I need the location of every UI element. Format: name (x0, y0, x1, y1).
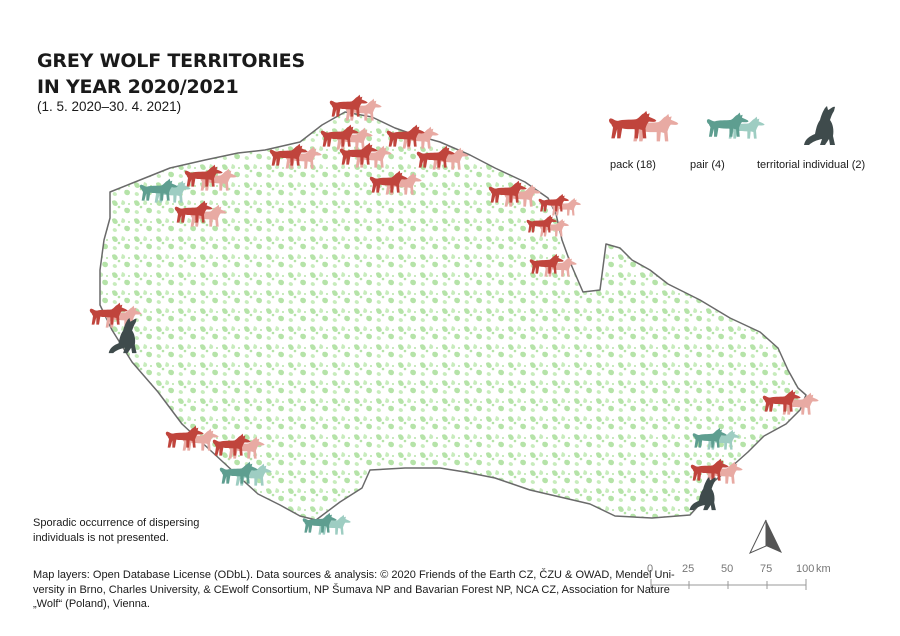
legend-individual-icon (804, 106, 835, 145)
scale-bar (650, 579, 807, 590)
legend-individual-label: territorial individual (2) (757, 159, 866, 171)
dispersal-note-line1: Sporadic occurrence of dispersing (33, 517, 200, 529)
dispersal-note: Sporadic occurrence of dispersing indivi… (33, 516, 233, 546)
legend-pair-icon (706, 112, 765, 139)
scale-tick-25: 25 (682, 563, 695, 575)
legend-pack-icon (608, 110, 679, 142)
dispersal-note-line2: individuals is not presented. (33, 532, 169, 544)
credits: Map layers: Open Database License (ODbL)… (33, 568, 675, 612)
credits-line1: Map layers: Open Database License (ODbL)… (33, 569, 675, 581)
legend-pack-label: pack (18) (610, 159, 656, 171)
scale-tick-100: 100 (796, 563, 815, 575)
map-period: (1. 5. 2020–30. 4. 2021) (37, 99, 182, 114)
credits-line3: „Wolf“ (Poland), Vienna. (33, 598, 150, 610)
credits-line2: versity in Brno, Charles University, & C… (33, 583, 670, 596)
legend-pair-label: pair (4) (690, 159, 725, 171)
map-title: GREY WOLF TERRITORIES IN YEAR 2020/2021 (37, 48, 305, 100)
map-title-line1: GREY WOLF TERRITORIES (37, 50, 305, 72)
scale-tick-0: 0 (647, 563, 654, 575)
scale-tick-75: 75 (760, 563, 773, 575)
scale-unit: km (816, 563, 831, 575)
map-title-line2: IN YEAR 2020/2021 (37, 76, 239, 98)
north-arrow-icon (748, 519, 782, 555)
scale-tick-50: 50 (721, 563, 734, 575)
